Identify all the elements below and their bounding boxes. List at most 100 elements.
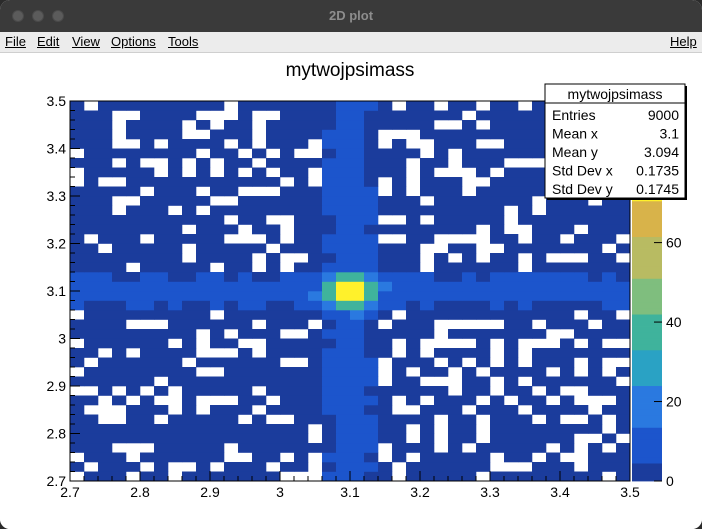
heatmap-cell [504,357,519,368]
heatmap-cell [602,405,617,415]
heatmap-cell [546,386,561,396]
heatmap-cell [252,291,267,301]
heatmap-plot[interactable]: 2.7 2.8 2.9 3 3.1 3.2 3.3 3.4 3.5 2.7 2.8 2.9 3 3.1 3.… [0,53,702,529]
heatmap-cell [560,471,575,482]
heatmap-cell [378,348,393,358]
root-canvas[interactable]: 2.7 2.8 2.9 3 3.1 3.2 3.3 3.4 3.5 2.7 2.8 2.9 3 3.1 3.… [0,53,702,529]
menu-edit[interactable]: Edit [37,34,60,49]
heatmap-cell [364,291,379,301]
heatmap-cell [154,177,169,187]
heatmap-cell [602,329,617,339]
color-bar-step [632,415,662,422]
maximize-window-button[interactable] [52,10,64,22]
heatmap-cell [546,281,561,292]
heatmap-cell [490,471,505,482]
menu-help[interactable]: Help [670,34,697,49]
heatmap-cell [602,376,617,387]
heatmap-cell [448,310,463,320]
close-window-button[interactable] [12,10,24,22]
menu-view[interactable]: View [72,34,100,49]
heatmap-cell [364,471,379,482]
heatmap-cell [336,405,351,415]
heatmap-cell [504,272,519,282]
heatmap-cell [476,281,491,292]
heatmap-cell [350,177,365,187]
heatmap-cell [126,338,141,349]
stats-box: mytwojpsimass Entries 9000 Mean x 3.1 Mean y 3… [544,83,687,200]
heatmap-cell [406,148,421,159]
heatmap-cell [182,471,197,482]
heatmap-cell [154,262,169,273]
heatmap-cell [294,310,309,320]
color-bar-step [632,302,662,309]
heatmap-cell [406,272,421,282]
heatmap-cell [336,281,351,292]
color-bar-step [632,320,662,327]
heatmap-cell [168,196,183,206]
y-tick-label: 3.1 [47,283,67,299]
heatmap-cell [616,300,631,311]
heatmap-cell [476,348,491,358]
x-tick-label: 2.9 [200,484,220,500]
heatmap-cell [210,272,225,282]
heatmap-cell [602,310,617,320]
menu-tools[interactable]: Tools [168,34,199,49]
heatmap-cell [490,291,505,301]
heatmap-cell [112,291,127,301]
heatmap-cell [420,471,435,482]
heatmap-cell [168,234,183,244]
heatmap-cell [350,405,365,415]
heatmap-cell [490,424,505,434]
heatmap-cell [294,376,309,387]
heatmap-cell [238,291,253,301]
heatmap-cell [322,462,337,472]
heatmap-cell [252,196,267,206]
heatmap-cell [378,253,393,263]
heatmap-cell [364,367,379,377]
heatmap-cell [308,272,323,282]
heatmap-cell [238,462,253,472]
heatmap-cell [294,110,309,121]
heatmap-cell [84,167,99,178]
color-bar-step [632,469,662,476]
heatmap-cell [420,186,435,197]
heatmap-cell [462,196,477,206]
heatmap-cell [546,224,561,235]
heatmap-cell [560,205,575,216]
heatmap-cell [350,319,365,330]
color-bar-step [632,266,662,273]
heatmap-cell [406,234,421,244]
heatmap-cell [518,205,533,216]
heatmap-cell [210,101,225,111]
heatmap-cell [238,357,253,368]
heatmap-cell [70,376,85,387]
heatmap-cell [546,424,561,434]
heatmap-cell [336,167,351,178]
heatmap-cell [420,158,435,168]
heatmap-cell [238,253,253,263]
heatmap-cell [336,272,351,282]
heatmap-cell [504,300,519,311]
heatmap-cell [224,120,239,130]
heatmap-cell [560,367,575,377]
heatmap-cell [350,424,365,434]
heatmap-cell [322,338,337,349]
menu-options[interactable]: Options [111,34,156,49]
heatmap-cell [322,291,337,301]
heatmap-cell [196,262,211,273]
minimize-window-button[interactable] [32,10,44,22]
heatmap-cell [280,272,295,282]
heatmap-cell [406,338,421,349]
heatmap-cell [266,443,281,453]
heatmap-cell [588,281,603,292]
heatmap-cell [154,348,169,358]
heatmap-cell [518,452,533,463]
heatmap-cell [98,101,113,111]
menu-file[interactable]: File [5,34,26,49]
heatmap-cell [308,101,323,111]
x-tick-label: 2.7 [60,484,80,500]
heatmap-cell [378,272,393,282]
stats-label: Mean y [552,144,598,160]
heatmap-cell [532,424,547,434]
heatmap-cell [140,167,155,178]
